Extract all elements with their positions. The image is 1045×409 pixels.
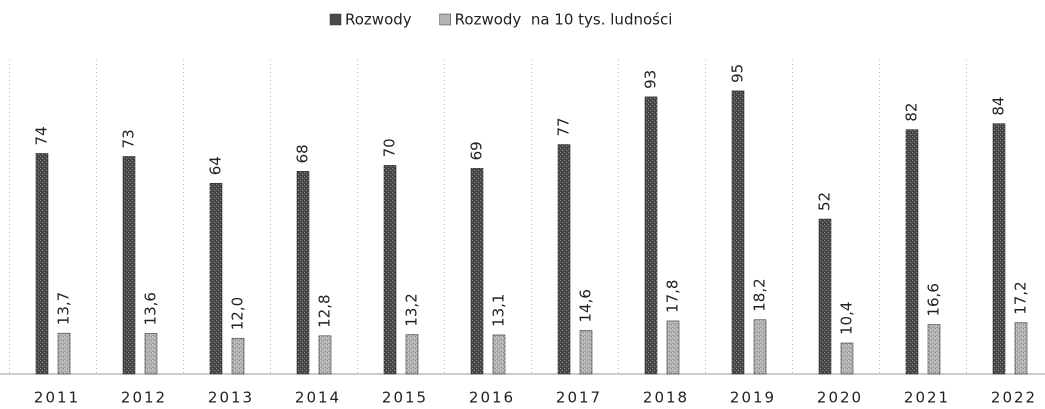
value-label: 64	[207, 156, 225, 175]
bar-texture	[1015, 322, 1027, 374]
bar-texture	[123, 156, 135, 374]
bar-texture	[319, 335, 331, 374]
value-label: 18,2	[751, 278, 769, 311]
value-label: 73	[120, 129, 138, 148]
bar-texture	[841, 343, 853, 374]
bar-texture	[297, 171, 309, 374]
value-label: 13,7	[55, 292, 73, 325]
bar-texture	[993, 123, 1005, 375]
x-tick-label: 2011	[34, 389, 80, 407]
bar-texture	[732, 90, 744, 375]
x-tick-label: 2021	[904, 389, 950, 407]
bar-texture	[471, 168, 483, 374]
x-tick-label: 2018	[643, 389, 689, 407]
value-label: 13,2	[403, 293, 421, 326]
bar-texture	[210, 183, 222, 374]
legend-label: Rozwody	[345, 11, 412, 29]
value-label: 84	[990, 97, 1008, 116]
bar-texture	[667, 320, 679, 374]
legend-swatch	[439, 13, 451, 26]
bar-texture	[558, 144, 570, 374]
value-label: 70	[381, 138, 399, 157]
x-tick-label: 2014	[295, 389, 341, 407]
bar-texture	[406, 334, 418, 374]
value-label: 17,8	[664, 280, 682, 313]
bar-texture	[384, 165, 396, 374]
value-label: 82	[903, 103, 921, 122]
bar-texture	[928, 324, 940, 374]
x-tick-label: 2012	[121, 389, 167, 407]
bar-texture	[906, 129, 918, 374]
value-label: 68	[294, 144, 312, 163]
x-tick-label: 2015	[382, 389, 428, 407]
bar-texture	[145, 333, 157, 374]
value-label: 13,6	[142, 292, 160, 325]
value-label: 95	[729, 64, 747, 83]
legend-swatch	[329, 13, 342, 26]
value-label: 74	[33, 126, 51, 145]
bar-texture	[58, 333, 70, 374]
value-label: 16,6	[925, 283, 943, 316]
x-tick-label: 2017	[556, 389, 602, 407]
bar-texture	[645, 96, 657, 375]
value-label: 93	[642, 70, 660, 89]
bar-texture	[232, 338, 244, 374]
value-label: 17,2	[1012, 281, 1030, 314]
value-label: 12,0	[229, 297, 247, 330]
x-tick-label: 2022	[991, 389, 1037, 407]
bar-texture	[754, 319, 766, 374]
x-tick-label: 2019	[730, 389, 776, 407]
value-label: 77	[555, 117, 573, 136]
value-label: 14,6	[577, 289, 595, 322]
value-label: 69	[468, 141, 486, 160]
bar-texture	[819, 219, 831, 374]
value-label: 13,1	[490, 294, 508, 327]
value-label: 10,4	[838, 302, 856, 335]
x-tick-label: 2020	[817, 389, 863, 407]
bar-texture	[493, 334, 505, 374]
value-label: 12,8	[316, 294, 334, 327]
x-tick-label: 2013	[208, 389, 254, 407]
value-label: 52	[816, 192, 834, 211]
x-tick-label: 2016	[469, 389, 515, 407]
legend-label: Rozwody na 10 tys. ludności	[455, 11, 673, 29]
bar-texture	[580, 330, 592, 374]
bar-texture	[36, 153, 48, 374]
